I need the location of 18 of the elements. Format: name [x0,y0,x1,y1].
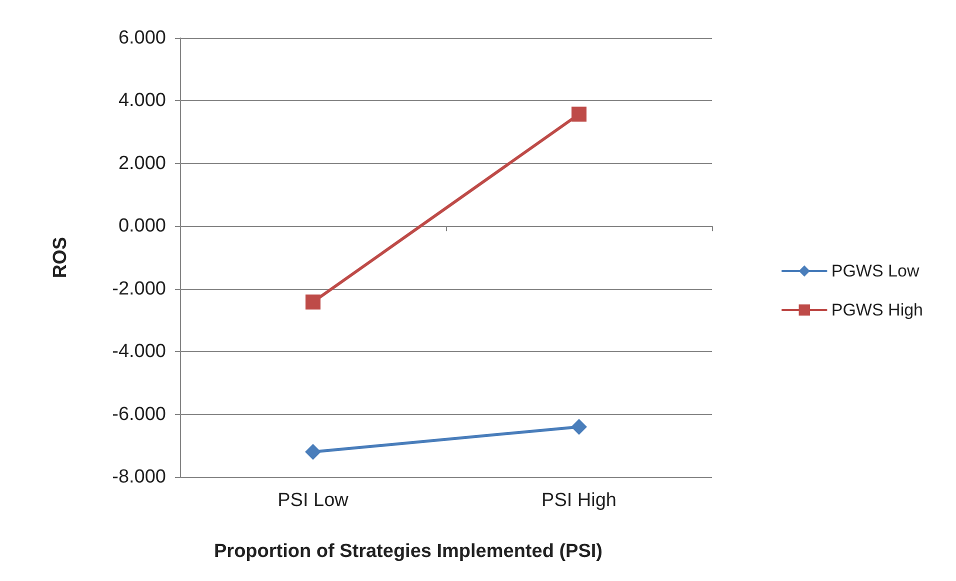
y-tick-label: -6.000 [112,404,166,425]
y-tick-label: -2.000 [112,278,166,300]
y-tick-label: -4.000 [112,341,166,362]
x-axis-title: Proportion of Strategies Implemented (PSI) [214,541,602,562]
y-tick-label: 2.000 [118,152,166,174]
y-tick-label: -8.000 [112,466,166,488]
legend-label: PGWS Low [831,262,920,280]
point [305,444,321,460]
y-tick-label: 0.000 [118,216,166,237]
y-tick-label: 4.000 [118,90,166,112]
y-axis-title: ROS [50,236,71,278]
point [571,418,587,435]
point [306,294,320,310]
y-tick-label: 6.000 [118,28,166,48]
point [572,106,586,122]
x-tick-label: PSI High [542,490,616,511]
legend-label: PGWS High [831,300,924,320]
x-tick-label: PSI Low [278,490,349,511]
